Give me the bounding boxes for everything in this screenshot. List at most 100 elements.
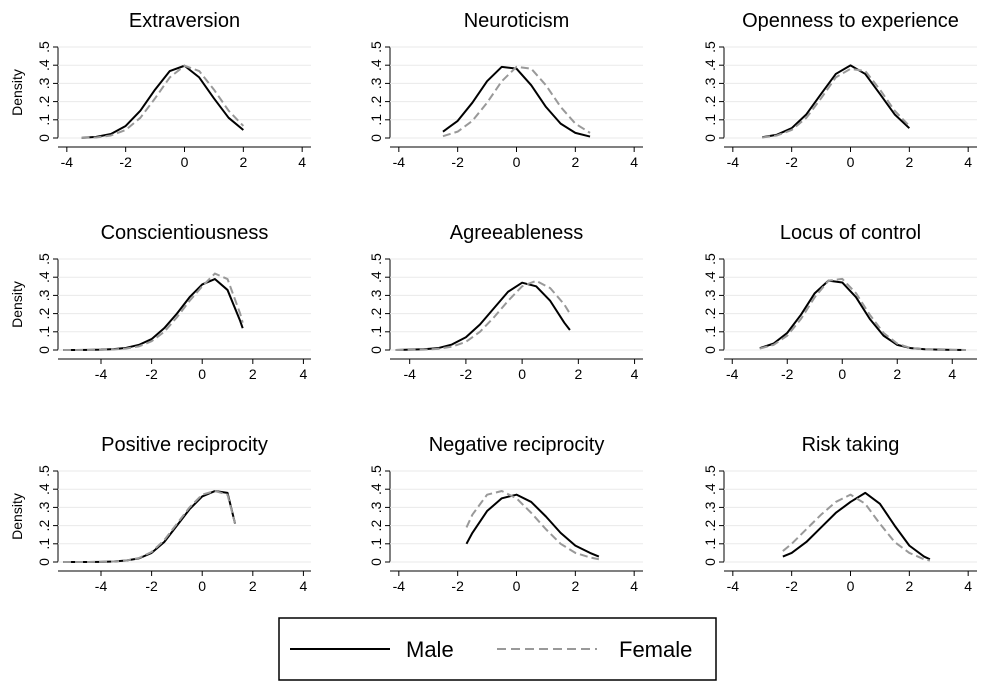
density-line — [442, 65, 591, 138]
y-tick-label: .2 — [702, 520, 718, 532]
y-tick-label: .1 — [36, 538, 52, 550]
panel-title: Negative reciprocity — [429, 434, 605, 456]
density-line — [442, 65, 591, 138]
panel-title: Conscientiousness — [101, 222, 269, 244]
x-tick-label: -2 — [785, 578, 798, 594]
panel-title: Risk taking — [802, 434, 900, 456]
legend-label: Female — [619, 637, 692, 662]
x-tick-label: 4 — [300, 578, 308, 594]
y-tick-label: .1 — [702, 114, 718, 126]
x-tick-label: 2 — [249, 578, 257, 594]
panel: Extraversion Density 0 .1 .2 .3 .4 .5 -4 -2 0 2 4 — [9, 10, 311, 170]
y-tick-label: .5 — [368, 253, 384, 265]
x-tick-label: 0 — [847, 154, 855, 170]
x-tick-label: -4 — [95, 578, 108, 594]
y-axis-label: Density — [9, 69, 25, 116]
panel-title: Openness to experience — [742, 10, 959, 32]
y-tick-label: .1 — [36, 114, 52, 126]
x-tick-label: 2 — [893, 366, 901, 382]
panel-title: Locus of control — [780, 222, 921, 244]
y-tick-label: .5 — [702, 253, 718, 265]
x-tick-label: 4 — [630, 578, 638, 594]
y-tick-label: .5 — [36, 465, 52, 477]
density-line — [81, 64, 245, 139]
x-tick-label: 0 — [198, 366, 206, 382]
panel: Conscientiousness Density 0 .1 .2 .3 .4 .5 -4 -2 0… — [9, 222, 311, 382]
legend: Male Female — [278, 617, 717, 681]
y-tick-label: .2 — [36, 520, 52, 532]
x-tick-label: 0 — [198, 578, 206, 594]
panel: Locus of control 0 .1 .2 .3 .4 .5 -4 -2 0 2 4 — [702, 222, 977, 382]
y-tick-label: .2 — [368, 520, 384, 532]
panel-title: Extraversion — [129, 10, 240, 32]
y-tick-label: .3 — [36, 501, 52, 513]
y-tick-label: .5 — [368, 465, 384, 477]
x-tick-label: 4 — [631, 366, 639, 382]
panel-title: Agreeableness — [450, 222, 583, 244]
x-tick-label: 0 — [847, 578, 855, 594]
x-tick-label: 2 — [905, 154, 913, 170]
y-tick-label: .5 — [702, 465, 718, 477]
y-tick-label: .4 — [36, 271, 52, 283]
y-tick-label: .3 — [368, 77, 384, 89]
x-tick-label: -4 — [61, 154, 74, 170]
x-tick-label: 4 — [630, 154, 638, 170]
x-tick-label: -4 — [393, 154, 406, 170]
x-tick-label: 0 — [513, 154, 521, 170]
x-tick-label: 0 — [518, 366, 526, 382]
x-tick-label: -2 — [145, 366, 158, 382]
y-tick-label: .5 — [36, 253, 52, 265]
y-tick-label: .5 — [36, 41, 52, 53]
x-tick-label: -2 — [781, 366, 794, 382]
density-line — [395, 279, 571, 351]
x-tick-label: -4 — [403, 366, 416, 382]
x-tick-label: 2 — [571, 578, 579, 594]
y-tick-label: 0 — [36, 558, 52, 566]
x-tick-label: -2 — [119, 154, 132, 170]
y-tick-label: 0 — [368, 558, 384, 566]
x-tick-label: 2 — [574, 366, 582, 382]
density-line — [465, 493, 600, 558]
y-tick-label: .3 — [36, 77, 52, 89]
y-axis-label: Density — [9, 281, 25, 328]
y-tick-label: .3 — [368, 501, 384, 513]
density-line — [759, 277, 966, 351]
y-tick-label: 0 — [702, 558, 718, 566]
density-line — [63, 272, 244, 351]
x-tick-label: 4 — [298, 154, 306, 170]
y-tick-label: .5 — [368, 41, 384, 53]
y-tick-label: 0 — [36, 134, 52, 142]
y-tick-label: .1 — [702, 326, 718, 338]
y-tick-label: .4 — [36, 483, 52, 495]
y-tick-label: .4 — [702, 483, 718, 495]
y-tick-label: .2 — [368, 308, 384, 320]
y-tick-label: .3 — [368, 289, 384, 301]
x-tick-label: 2 — [239, 154, 247, 170]
x-tick-label: 4 — [948, 366, 956, 382]
y-tick-label: 0 — [368, 346, 384, 354]
density-line — [762, 64, 911, 139]
legend-label: Male — [406, 637, 454, 662]
x-tick-label: -2 — [451, 578, 464, 594]
y-tick-label: .2 — [702, 308, 718, 320]
x-tick-label: 0 — [181, 154, 189, 170]
x-tick-label: -4 — [727, 154, 740, 170]
x-tick-label: -4 — [393, 578, 406, 594]
density-line — [63, 490, 237, 563]
density-line — [782, 493, 931, 562]
density-line — [465, 490, 600, 561]
y-tick-label: 0 — [368, 134, 384, 142]
x-tick-label: 4 — [964, 154, 972, 170]
x-tick-label: 0 — [838, 366, 846, 382]
x-tick-label: 2 — [905, 578, 913, 594]
x-tick-label: -2 — [785, 154, 798, 170]
y-tick-label: .1 — [368, 538, 384, 550]
y-tick-label: .4 — [368, 483, 384, 495]
y-tick-label: .4 — [368, 59, 384, 71]
y-tick-label: .1 — [368, 114, 384, 126]
y-tick-label: 0 — [36, 346, 52, 354]
y-tick-label: .4 — [702, 59, 718, 71]
panel: Positive reciprocity Density 0 .1 .2 .3 .4 .5 -4… — [9, 434, 311, 594]
x-tick-label: -4 — [726, 366, 739, 382]
